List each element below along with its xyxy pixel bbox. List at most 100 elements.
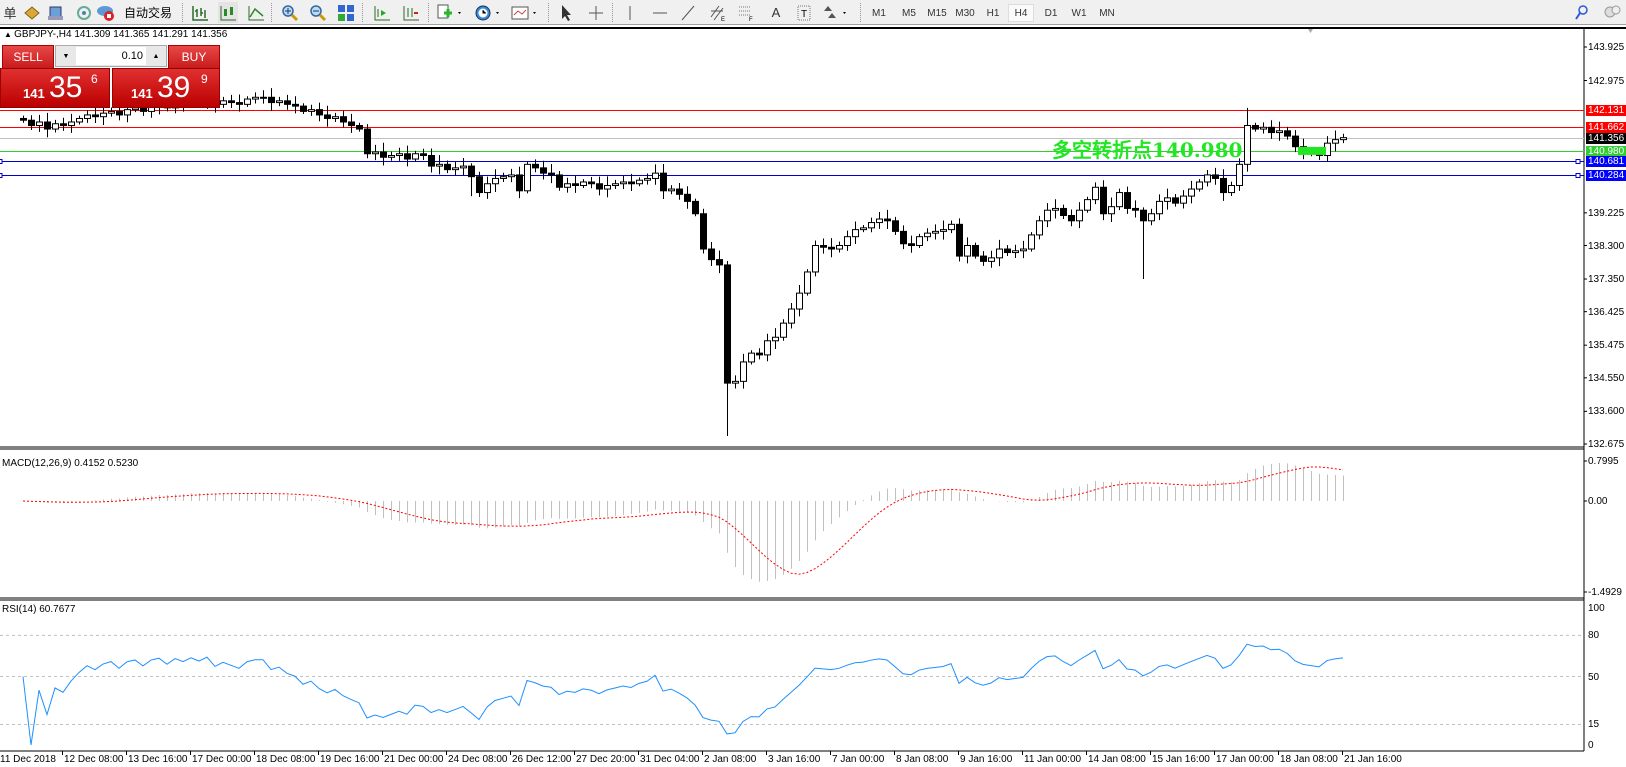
candle-body	[452, 167, 459, 171]
candle-body	[548, 172, 555, 176]
period-m1[interactable]: M1	[872, 7, 886, 19]
candle-body	[52, 123, 59, 130]
chart-shift-icon[interactable]	[372, 2, 392, 23]
candle-body	[1100, 186, 1107, 215]
crosshair-icon[interactable]	[586, 2, 606, 23]
candle-body	[1276, 130, 1283, 134]
sell-price-button[interactable]: 141 35 6	[0, 68, 110, 108]
candle-body	[908, 243, 915, 246]
period-m30[interactable]: M30	[955, 7, 975, 19]
bar-chart-icon[interactable]	[190, 2, 210, 23]
search-icon[interactable]	[1572, 2, 1592, 23]
profile-icon[interactable]	[46, 2, 66, 23]
candle-body	[692, 200, 699, 215]
period-h4[interactable]: H4	[1008, 4, 1034, 22]
candle-body	[1108, 206, 1115, 215]
price-tick-label: 139.225	[1588, 207, 1625, 219]
candle-body	[108, 110, 115, 114]
candle-body	[1060, 207, 1067, 217]
chart-window[interactable]	[0, 27, 1626, 767]
candle-body	[1252, 125, 1259, 130]
candle-body	[972, 245, 979, 257]
candle-body	[668, 188, 675, 192]
price-tick-label: 136.425	[1588, 306, 1625, 318]
buy-button[interactable]: BUY	[168, 45, 220, 69]
price-line-label: 141.662	[1586, 122, 1626, 133]
candle-body	[268, 96, 275, 104]
candle-body	[660, 172, 667, 192]
candle-body	[636, 179, 643, 185]
lot-decrease-button[interactable]: ▼	[62, 52, 70, 60]
candle-body	[1116, 192, 1123, 208]
period-mn[interactable]: MN	[1099, 7, 1115, 19]
candle-body	[260, 96, 267, 99]
autoscroll-icon[interactable]	[401, 2, 421, 23]
candle-body	[1228, 185, 1235, 194]
folder-icon[interactable]	[22, 2, 42, 23]
line-chart-icon[interactable]	[246, 2, 266, 23]
candle-body	[436, 163, 443, 167]
candle-body	[364, 128, 371, 155]
lot-increase-button[interactable]: ▲	[152, 52, 160, 60]
horizontal-line-icon[interactable]	[650, 2, 670, 23]
price-tick-label: 133.600	[1588, 406, 1625, 418]
signal-icon[interactable]	[74, 2, 94, 23]
time-label: 17 Jan 00:00	[1216, 754, 1274, 765]
candle-body	[140, 107, 147, 112]
price-line-label: 140.980	[1586, 146, 1626, 157]
candle-body	[300, 105, 307, 112]
rsi-axis-label: 0	[1588, 740, 1594, 751]
text-icon[interactable]: A	[771, 5, 781, 20]
auto-trading-button[interactable]: 自动交易	[123, 6, 172, 20]
candle-body	[244, 98, 251, 105]
candle-body	[332, 116, 339, 119]
fibonacci-icon[interactable]: F	[736, 2, 756, 23]
period-d1[interactable]: D1	[1044, 7, 1058, 19]
period-m5[interactable]: M5	[902, 7, 916, 19]
candle-body	[484, 183, 491, 194]
templates-icon[interactable]	[510, 2, 540, 23]
candle-body	[1292, 135, 1299, 148]
menu-fragment[interactable]: 单	[3, 6, 17, 21]
candle-body	[356, 125, 363, 130]
period-h1[interactable]: H1	[986, 7, 1000, 19]
candlestick-icon[interactable]	[218, 2, 238, 23]
time-label: 19 Dec 16:00	[320, 754, 380, 765]
chart-title: ▲ GBPJPY-,H4 141.309 141.365 141.291 141…	[4, 29, 227, 40]
indicators-icon[interactable]	[435, 2, 465, 23]
cursor-icon[interactable]	[556, 2, 576, 23]
trendline-icon[interactable]	[678, 2, 698, 23]
vertical-line-icon[interactable]	[620, 2, 640, 23]
community-icon[interactable]	[1602, 2, 1622, 23]
candle-body	[956, 223, 963, 257]
candle-body	[1260, 126, 1267, 130]
candle-body	[1180, 195, 1187, 204]
candle-body	[620, 181, 627, 185]
candle-body	[812, 245, 819, 273]
lot-stepper: ▼ ▲	[55, 45, 167, 67]
tile-windows-icon[interactable]	[336, 2, 356, 23]
candle-body	[340, 116, 347, 123]
period-w1[interactable]: W1	[1071, 7, 1087, 19]
candle-body	[1140, 209, 1147, 222]
text-label-icon[interactable]: T	[794, 2, 814, 23]
lot-input[interactable]	[76, 47, 146, 65]
collapse-arrow-icon[interactable]: ▲	[4, 30, 15, 39]
zoom-in-icon[interactable]	[280, 2, 300, 23]
zoom-out-icon[interactable]	[308, 2, 328, 23]
time-label: 14 Jan 08:00	[1088, 754, 1146, 765]
candle-body	[732, 380, 739, 384]
price-line-label: 140.681	[1586, 156, 1626, 167]
candle-body	[652, 172, 659, 179]
candle-body	[324, 114, 331, 119]
candle-body	[1212, 174, 1219, 179]
sell-button[interactable]: SELL	[2, 45, 54, 69]
period-m15[interactable]: M15	[927, 7, 947, 19]
auto-trading-icon[interactable]	[96, 2, 116, 23]
buy-price-button[interactable]: 141 39 9	[112, 68, 220, 108]
channel-icon[interactable]: E	[708, 2, 728, 23]
periodicity-icon[interactable]	[473, 2, 503, 23]
time-label: 18 Jan 08:00	[1280, 754, 1338, 765]
arrows-icon[interactable]	[822, 2, 852, 23]
